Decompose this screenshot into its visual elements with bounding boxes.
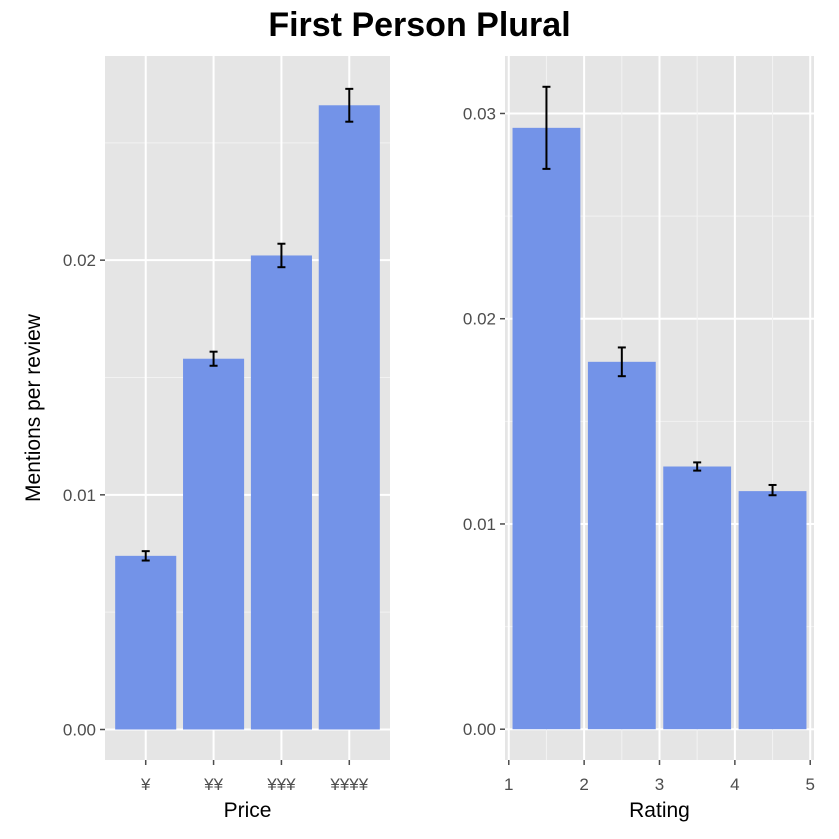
panel-2-error-bar-2 — [617, 346, 626, 378]
panel-1-bar-4 — [318, 105, 380, 730]
panel-2-x-tick-label-2: 3 — [655, 775, 664, 794]
panel-2-error-bar-3 — [693, 461, 702, 472]
panel-1-x-tick-label-0: ¥ — [140, 775, 151, 794]
panel-2-x-tick-label-3: 4 — [730, 775, 739, 794]
panel-1-error-bar-1 — [141, 550, 150, 562]
chart-title: First Person Plural — [268, 6, 571, 44]
panel-2-bar-4 — [738, 491, 807, 730]
panel-2-bar-3 — [663, 466, 732, 730]
panel-2-x-axis-title: Rating — [629, 799, 690, 822]
panel-2-x-tick-label-4: 5 — [805, 775, 814, 794]
panel-2-error-bar-1 — [542, 85, 551, 170]
panel-1-bar-2 — [183, 358, 245, 730]
panel-1-error-bar-4 — [345, 87, 354, 123]
panel-1-error-bar-3 — [277, 242, 286, 269]
panel-1-bar-1 — [115, 555, 177, 730]
panel-1-y-tick-label-0: 0.00 — [63, 720, 96, 739]
panel-1-y-axis-title: Mentions per review — [22, 313, 45, 502]
panel-1-y-tick-label-1: 0.01 — [63, 486, 96, 505]
panel-2-bar-1 — [512, 127, 581, 730]
panel-2-y-tick-label-3: 0.03 — [463, 104, 496, 123]
panel-1-y-tick-label-2: 0.02 — [63, 251, 96, 270]
panel-1-error-bar-2 — [209, 350, 218, 367]
panel-2-y-tick-label-0: 0.00 — [463, 720, 496, 739]
panel-1-x-tick-label-3: ¥¥¥¥ — [329, 775, 368, 794]
panel-1-bar-3 — [250, 255, 312, 730]
panel-1-x-axis-title: Price — [224, 799, 272, 822]
panel-2-y-tick-label-2: 0.02 — [463, 310, 496, 329]
panel-2-x-tick-label-0: 1 — [504, 775, 513, 794]
panel-1-x-tick-label-1: ¥¥ — [203, 775, 223, 794]
panel-2-bar-2 — [587, 361, 656, 730]
panel-1-x-tick-label-2: ¥¥¥ — [266, 775, 296, 794]
panel-2-y-tick-label-1: 0.01 — [463, 515, 496, 534]
panel-2-x-tick-label-1: 2 — [579, 775, 588, 794]
panel-2-error-bar-4 — [768, 483, 777, 497]
